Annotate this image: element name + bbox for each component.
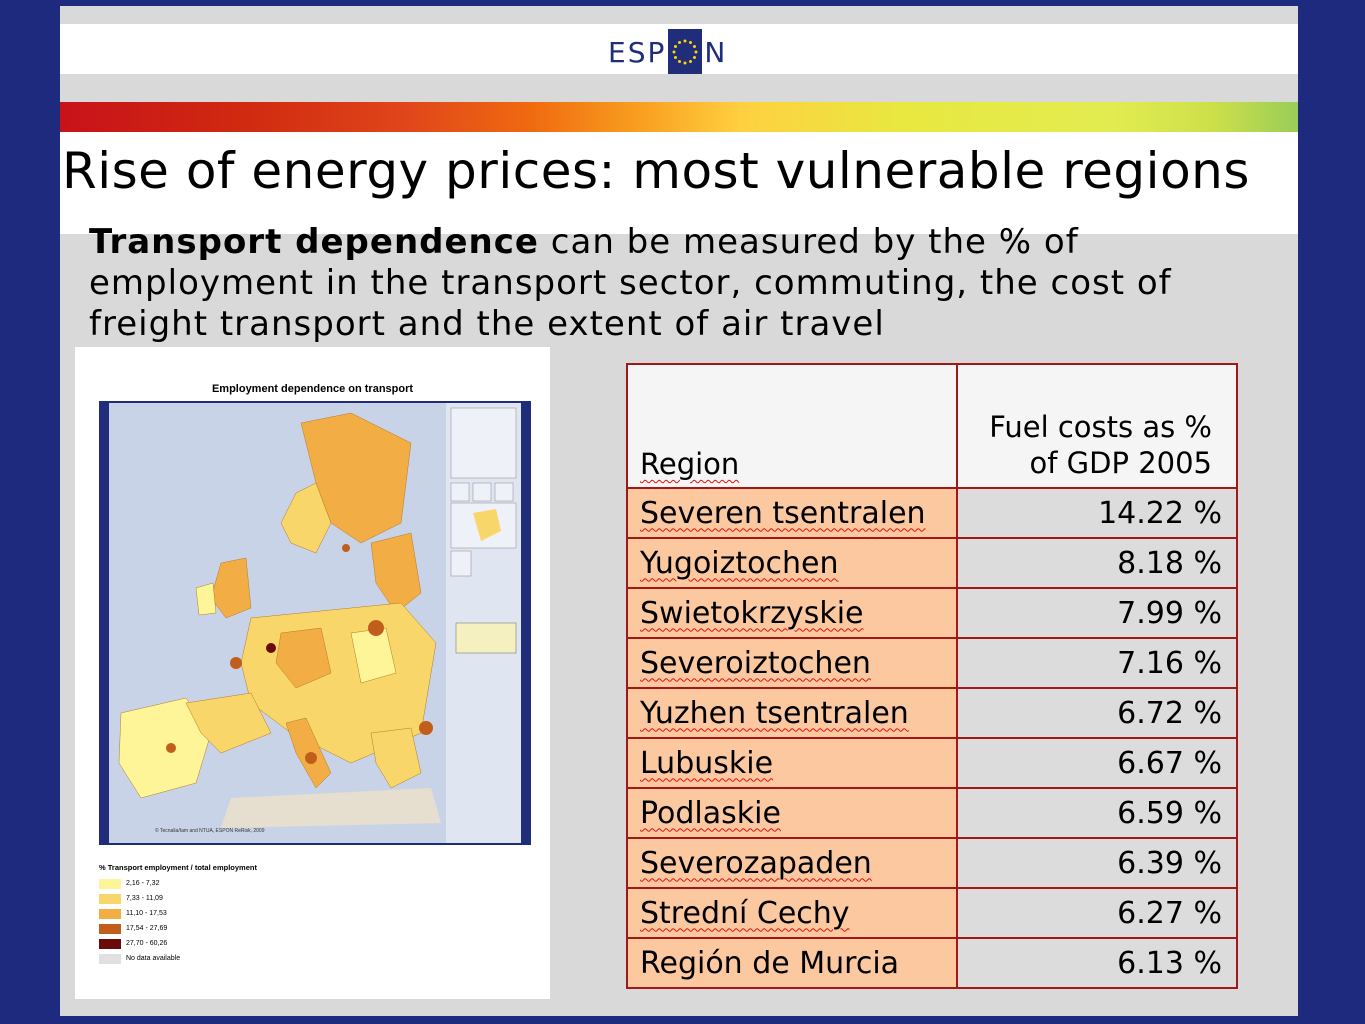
espon-logo: ESP N [608,29,728,75]
europe-map [99,401,531,845]
europe-map-graphic [101,403,529,843]
logo-bar: ESP N [60,24,1298,75]
header-region: Region [626,363,958,489]
region-name: Yugoiztochen [640,545,839,581]
legend-row: 7,33 - 11,09 [99,891,399,906]
header-line1: Fuel costs as % [989,410,1212,444]
region-cell: Severen tsentralen [626,487,958,539]
fuel-cost-table: Region Fuel costs as % of GDP 2005 Severe… [626,363,1238,989]
table-row: Strední Cechy 6.27 % [626,887,1238,939]
slide-title: Rise of energy prices: most vulnerable r… [62,142,1250,200]
region-name: Strední Cechy [640,895,850,931]
region-name: Swietokrzyskie [640,595,864,631]
region-cell: Podlaskie [626,787,958,839]
region-cell: Yugoiztochen [626,537,958,589]
legend-label: 11,10 - 17,53 [126,910,167,917]
grey-strip [60,74,1298,102]
map-title: Employment dependence on transport [211,383,414,395]
fuel-cost-value: 6.67 % [956,737,1238,789]
legend-label: 17,54 - 27,69 [126,925,168,932]
legend-label: 2,16 - 7,32 [126,880,160,887]
legend-swatch [99,893,121,904]
region-name: Región de Murcia [640,945,900,981]
legend-swatch [99,878,121,889]
region-name: Lubuskie [640,745,774,781]
legend-swatch [99,923,121,934]
region-name: Severoiztochen [640,645,871,681]
eu-stars-icon [668,29,703,75]
heat-banner [60,102,1298,132]
table-row: Lubuskie 6.67 % [626,737,1238,789]
table-row: Swietokrzyskie 7.99 % [626,587,1238,639]
logo-text-right: N [704,35,728,69]
region-name: Podlaskie [640,795,781,831]
fuel-cost-value: 8.18 % [956,537,1238,589]
region-cell: Lubuskie [626,737,958,789]
legend-row: 2,16 - 7,32 [99,876,399,891]
region-name: Severozapaden [640,845,872,881]
top-strip [60,6,1298,24]
title-box [60,132,1298,234]
legend-row: 11,10 - 17,53 [99,906,399,921]
table-row: Podlaskie 6.59 % [626,787,1238,839]
region-name: Yuzhen tsentralen [640,695,909,731]
legend-label: No data available [126,955,181,962]
region-cell: Yuzhen tsentralen [626,687,958,739]
fuel-cost-value: 14.22 % [956,487,1238,539]
table-row: Severozapaden 6.39 % [626,837,1238,889]
map-credit: © Tecnalia/Iam and NTUA, ESPON ReRisk, 2… [155,828,265,834]
table-row: Yugoiztochen 8.18 % [626,537,1238,589]
legend-swatch [99,953,121,964]
table-row: Región de Murcia 6.13 % [626,937,1238,989]
slide: ESP N Rise of energy prices: most vulner… [60,6,1298,1016]
header-fuel-costs: Fuel costs as % of GDP 2005 [956,363,1238,489]
fuel-cost-value: 6.13 % [956,937,1238,989]
region-name: Severen tsentralen [640,495,926,531]
table-row: Yuzhen tsentralen 6.72 % [626,687,1238,739]
legend-row: No data available [99,951,399,966]
region-cell: Strední Cechy [626,887,958,939]
fuel-cost-value: 6.72 % [956,687,1238,739]
region-cell: Swietokrzyskie [626,587,958,639]
legend-swatch [99,938,121,949]
map-legend: % Transport employment / total employmen… [99,847,399,966]
intro-rest: can be measured by the % of employment i… [89,222,1172,344]
legend-label: 7,33 - 11,09 [126,895,163,902]
region-cell: Severoiztochen [626,637,958,689]
legend-label: 27,70 - 60,26 [126,940,168,947]
region-cell: Severozapaden [626,837,958,889]
fuel-cost-value: 6.39 % [956,837,1238,889]
table-row: Severen tsentralen 14.22 % [626,487,1238,539]
table-row: Severoiztochen 7.16 % [626,637,1238,689]
intro-text: Transport dependence can be measured by … [89,222,1269,345]
header-region-label: Region [640,447,740,481]
legend-title: % Transport employment / total employmen… [99,863,257,872]
legend-swatch [99,908,121,919]
legend-row: 17,54 - 27,69 [99,921,399,936]
table-header-row: Region Fuel costs as % of GDP 2005 [626,363,1238,489]
region-cell: Región de Murcia [626,937,958,989]
intro-bold: Transport dependence [89,222,539,262]
fuel-cost-value: 6.59 % [956,787,1238,839]
logo-text-left: ESP [608,35,667,69]
fuel-cost-value: 6.27 % [956,887,1238,939]
header-line2: of GDP 2005 [1029,446,1212,480]
map-panel: Employment dependence on transport [75,347,550,999]
legend-row: 27,70 - 60,26 [99,936,399,951]
fuel-cost-value: 7.99 % [956,587,1238,639]
fuel-cost-value: 7.16 % [956,637,1238,689]
